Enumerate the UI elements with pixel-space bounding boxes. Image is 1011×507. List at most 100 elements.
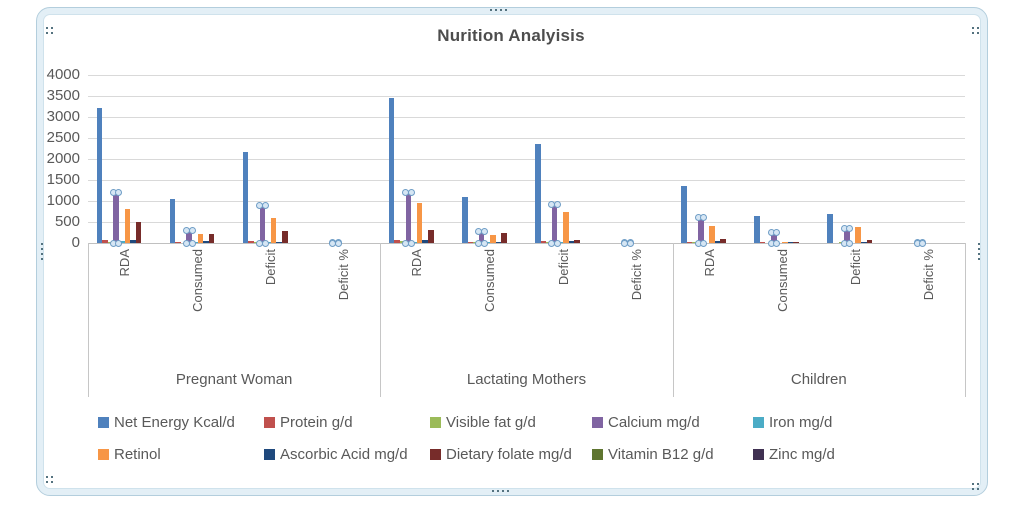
category-label[interactable]: Deficit % bbox=[600, 249, 673, 349]
bar-protein-g-d[interactable] bbox=[102, 239, 108, 243]
selection-handle-left-middle[interactable] bbox=[41, 243, 43, 245]
bar-retinol[interactable] bbox=[416, 203, 423, 243]
category-label[interactable]: RDA bbox=[380, 249, 453, 349]
bar-net-energy-kcal-d[interactable] bbox=[96, 107, 103, 243]
chart-area-frame[interactable] bbox=[36, 7, 988, 496]
bar-net-energy-kcal-d[interactable] bbox=[754, 215, 760, 243]
legend-item[interactable]: Iron mg/d bbox=[753, 414, 968, 431]
legend-item[interactable]: Ascorbic Acid mg/d bbox=[264, 446, 430, 463]
bar-dietary-folate-mg-d[interactable] bbox=[428, 230, 434, 243]
bar-dietary-folate-mg-d[interactable] bbox=[208, 233, 215, 243]
bar-ascorbic-acid-mg-d[interactable] bbox=[276, 242, 282, 243]
plot-area[interactable] bbox=[88, 75, 965, 243]
bar-ascorbic-acid-mg-d[interactable] bbox=[860, 242, 867, 243]
bar-net-energy-kcal-d[interactable] bbox=[388, 98, 395, 243]
category-label[interactable]: Deficit bbox=[819, 249, 892, 349]
category-label[interactable]: Deficit bbox=[234, 249, 307, 349]
legend-label: Zinc mg/d bbox=[769, 446, 835, 463]
bar-dietary-folate-mg-d[interactable] bbox=[866, 239, 873, 243]
bar-retinol[interactable] bbox=[855, 227, 861, 243]
legend-item[interactable]: Zinc mg/d bbox=[753, 446, 968, 463]
group-label[interactable]: Lactating Mothers bbox=[466, 371, 587, 388]
selection-handle-top-right[interactable] bbox=[972, 27, 974, 29]
bar-retinol[interactable] bbox=[782, 242, 788, 243]
bar-net-energy-kcal-d[interactable] bbox=[169, 198, 176, 243]
group-label[interactable]: Pregnant Woman bbox=[175, 371, 293, 388]
legend-item[interactable]: Protein g/d bbox=[264, 414, 430, 431]
bar-calcium-mg-d[interactable] bbox=[698, 217, 704, 243]
bar-calcium-mg-d[interactable] bbox=[771, 232, 777, 243]
bar-retinol[interactable] bbox=[197, 234, 204, 243]
bar-net-energy-kcal-d[interactable] bbox=[827, 213, 833, 243]
category-label[interactable]: Consumed bbox=[161, 249, 234, 349]
category-label[interactable]: Consumed bbox=[746, 249, 819, 349]
bar-calcium-mg-d[interactable] bbox=[259, 205, 266, 243]
bar-ascorbic-acid-mg-d[interactable] bbox=[568, 241, 575, 243]
bar-retinol[interactable] bbox=[709, 226, 715, 243]
bar-calcium-mg-d[interactable] bbox=[186, 230, 193, 243]
bar-calcium-mg-d[interactable] bbox=[844, 228, 850, 243]
bar-ascorbic-acid-mg-d[interactable] bbox=[130, 240, 136, 243]
bar-zinc-mg-d[interactable] bbox=[439, 242, 445, 243]
category-label-text: Deficit bbox=[555, 249, 571, 286]
group-label[interactable]: Children bbox=[790, 371, 847, 388]
bar-dietary-folate-mg-d[interactable] bbox=[135, 222, 142, 243]
legend-item[interactable]: Vitamin B12 g/d bbox=[592, 446, 753, 463]
bar-dietary-folate-mg-d[interactable] bbox=[281, 231, 288, 243]
bar-retinol[interactable] bbox=[489, 234, 496, 243]
bar-dietary-folate-mg-d[interactable] bbox=[501, 233, 507, 243]
y-tick-label: 1500 bbox=[46, 171, 80, 188]
legend-item[interactable]: Retinol bbox=[98, 446, 264, 463]
series-selection-handle bbox=[261, 239, 269, 247]
bar-retinol[interactable] bbox=[124, 209, 131, 243]
bar-protein-g-d[interactable] bbox=[394, 239, 401, 243]
bar-net-energy-kcal-d[interactable] bbox=[461, 196, 468, 243]
selection-handle-bottom-right[interactable] bbox=[972, 483, 974, 485]
selection-handle-top-middle[interactable] bbox=[490, 9, 492, 11]
bar-retinol[interactable] bbox=[563, 211, 569, 243]
legend-swatch bbox=[98, 417, 109, 428]
category-label[interactable]: Consumed bbox=[453, 249, 526, 349]
legend-item[interactable]: Net Energy Kcal/d bbox=[98, 414, 264, 431]
bar-ascorbic-acid-mg-d[interactable] bbox=[495, 241, 502, 243]
bar-protein-g-d[interactable] bbox=[467, 241, 474, 243]
selection-handle-bottom-middle[interactable] bbox=[492, 490, 494, 492]
bar-protein-g-d[interactable] bbox=[759, 242, 766, 243]
category-label[interactable]: Deficit % bbox=[892, 249, 965, 349]
bar-dietary-folate-mg-d[interactable] bbox=[720, 238, 726, 243]
legend-item[interactable]: Dietary folate mg/d bbox=[430, 446, 592, 463]
bar-protein-g-d[interactable] bbox=[540, 241, 547, 243]
bar-protein-g-d[interactable] bbox=[248, 240, 254, 243]
bar-ascorbic-acid-mg-d[interactable] bbox=[203, 241, 209, 243]
bar-protein-g-d[interactable] bbox=[175, 241, 181, 243]
bar-ascorbic-acid-mg-d[interactable] bbox=[422, 239, 429, 243]
category-label[interactable]: RDA bbox=[88, 249, 161, 349]
bar-dietary-folate-mg-d[interactable] bbox=[793, 242, 800, 243]
bar-calcium-mg-d[interactable] bbox=[551, 204, 558, 243]
series-selection-handle bbox=[627, 239, 635, 247]
bar-ascorbic-acid-mg-d[interactable] bbox=[787, 241, 794, 243]
bar-ascorbic-acid-mg-d[interactable] bbox=[714, 241, 721, 243]
bar-calcium-mg-d[interactable] bbox=[405, 192, 412, 243]
bar-net-energy-kcal-d[interactable] bbox=[681, 186, 687, 243]
bar-net-energy-kcal-d[interactable] bbox=[242, 151, 249, 243]
category-label[interactable]: Deficit bbox=[527, 249, 600, 349]
legend-item[interactable]: Visible fat g/d bbox=[430, 414, 592, 431]
category-label[interactable]: Deficit % bbox=[307, 249, 380, 349]
bar-dietary-folate-mg-d[interactable] bbox=[574, 240, 580, 243]
chart-title[interactable]: Nurition Analyisis bbox=[437, 26, 585, 45]
selection-handle-right-middle[interactable] bbox=[978, 243, 980, 245]
bar-retinol[interactable] bbox=[270, 218, 277, 243]
legend[interactable]: Net Energy Kcal/d Protein g/d Visible fat … bbox=[98, 414, 968, 463]
category-label[interactable]: RDA bbox=[673, 249, 746, 349]
legend-item[interactable]: Calcium mg/d bbox=[592, 414, 753, 431]
bar-protein-g-d[interactable] bbox=[686, 242, 693, 243]
bar-net-energy-kcal-d[interactable] bbox=[535, 144, 541, 243]
selection-handle-top-left[interactable] bbox=[46, 27, 48, 29]
selection-handle-bottom-left[interactable] bbox=[46, 476, 48, 478]
bar-calcium-mg-d[interactable] bbox=[478, 231, 485, 243]
legend-label: Protein g/d bbox=[280, 414, 353, 431]
bar-calcium-mg-d[interactable] bbox=[113, 192, 119, 243]
bar-zinc-mg-d[interactable] bbox=[146, 242, 153, 243]
